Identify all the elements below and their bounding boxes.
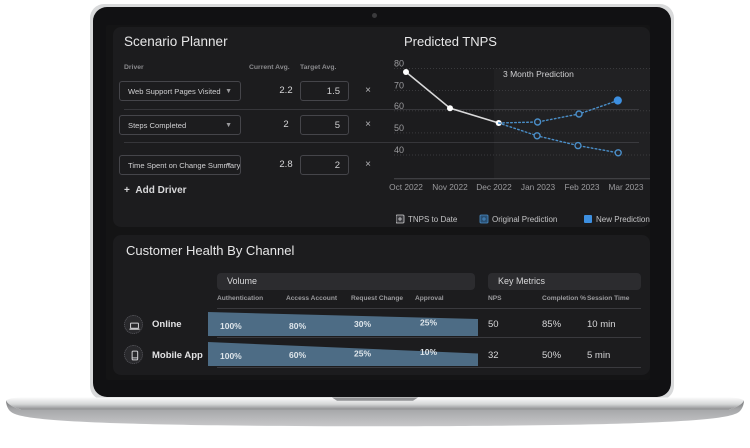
- svg-text:100%: 100%: [220, 351, 242, 361]
- svg-text:30%: 30%: [354, 319, 371, 329]
- svg-text:Original Prediction: Original Prediction: [492, 215, 557, 224]
- svg-text:Oct 2022: Oct 2022: [389, 182, 423, 192]
- svg-text:100%: 100%: [220, 321, 242, 331]
- svg-text:TNPS to Date: TNPS to Date: [408, 215, 458, 224]
- svg-text:Feb 2023: Feb 2023: [564, 182, 599, 192]
- svg-text:80: 80: [394, 59, 404, 69]
- svg-text:25%: 25%: [354, 349, 371, 359]
- svg-text:40: 40: [394, 145, 404, 155]
- svg-text:Nov 2022: Nov 2022: [432, 182, 468, 192]
- svg-text:Mar 2023: Mar 2023: [608, 182, 643, 192]
- svg-text:60%: 60%: [289, 350, 306, 360]
- svg-text:New Prediction: New Prediction: [596, 215, 650, 224]
- svg-text:70: 70: [394, 81, 404, 91]
- svg-text:60: 60: [394, 101, 404, 111]
- svg-text:Dec 2022: Dec 2022: [476, 182, 512, 192]
- svg-text:50: 50: [394, 123, 404, 133]
- svg-text:Jan 2023: Jan 2023: [521, 182, 556, 192]
- svg-text:25%: 25%: [420, 318, 437, 328]
- svg-text:3 Month Prediction: 3 Month Prediction: [503, 69, 574, 79]
- svg-text:10%: 10%: [420, 347, 437, 357]
- svg-text:80%: 80%: [289, 321, 306, 331]
